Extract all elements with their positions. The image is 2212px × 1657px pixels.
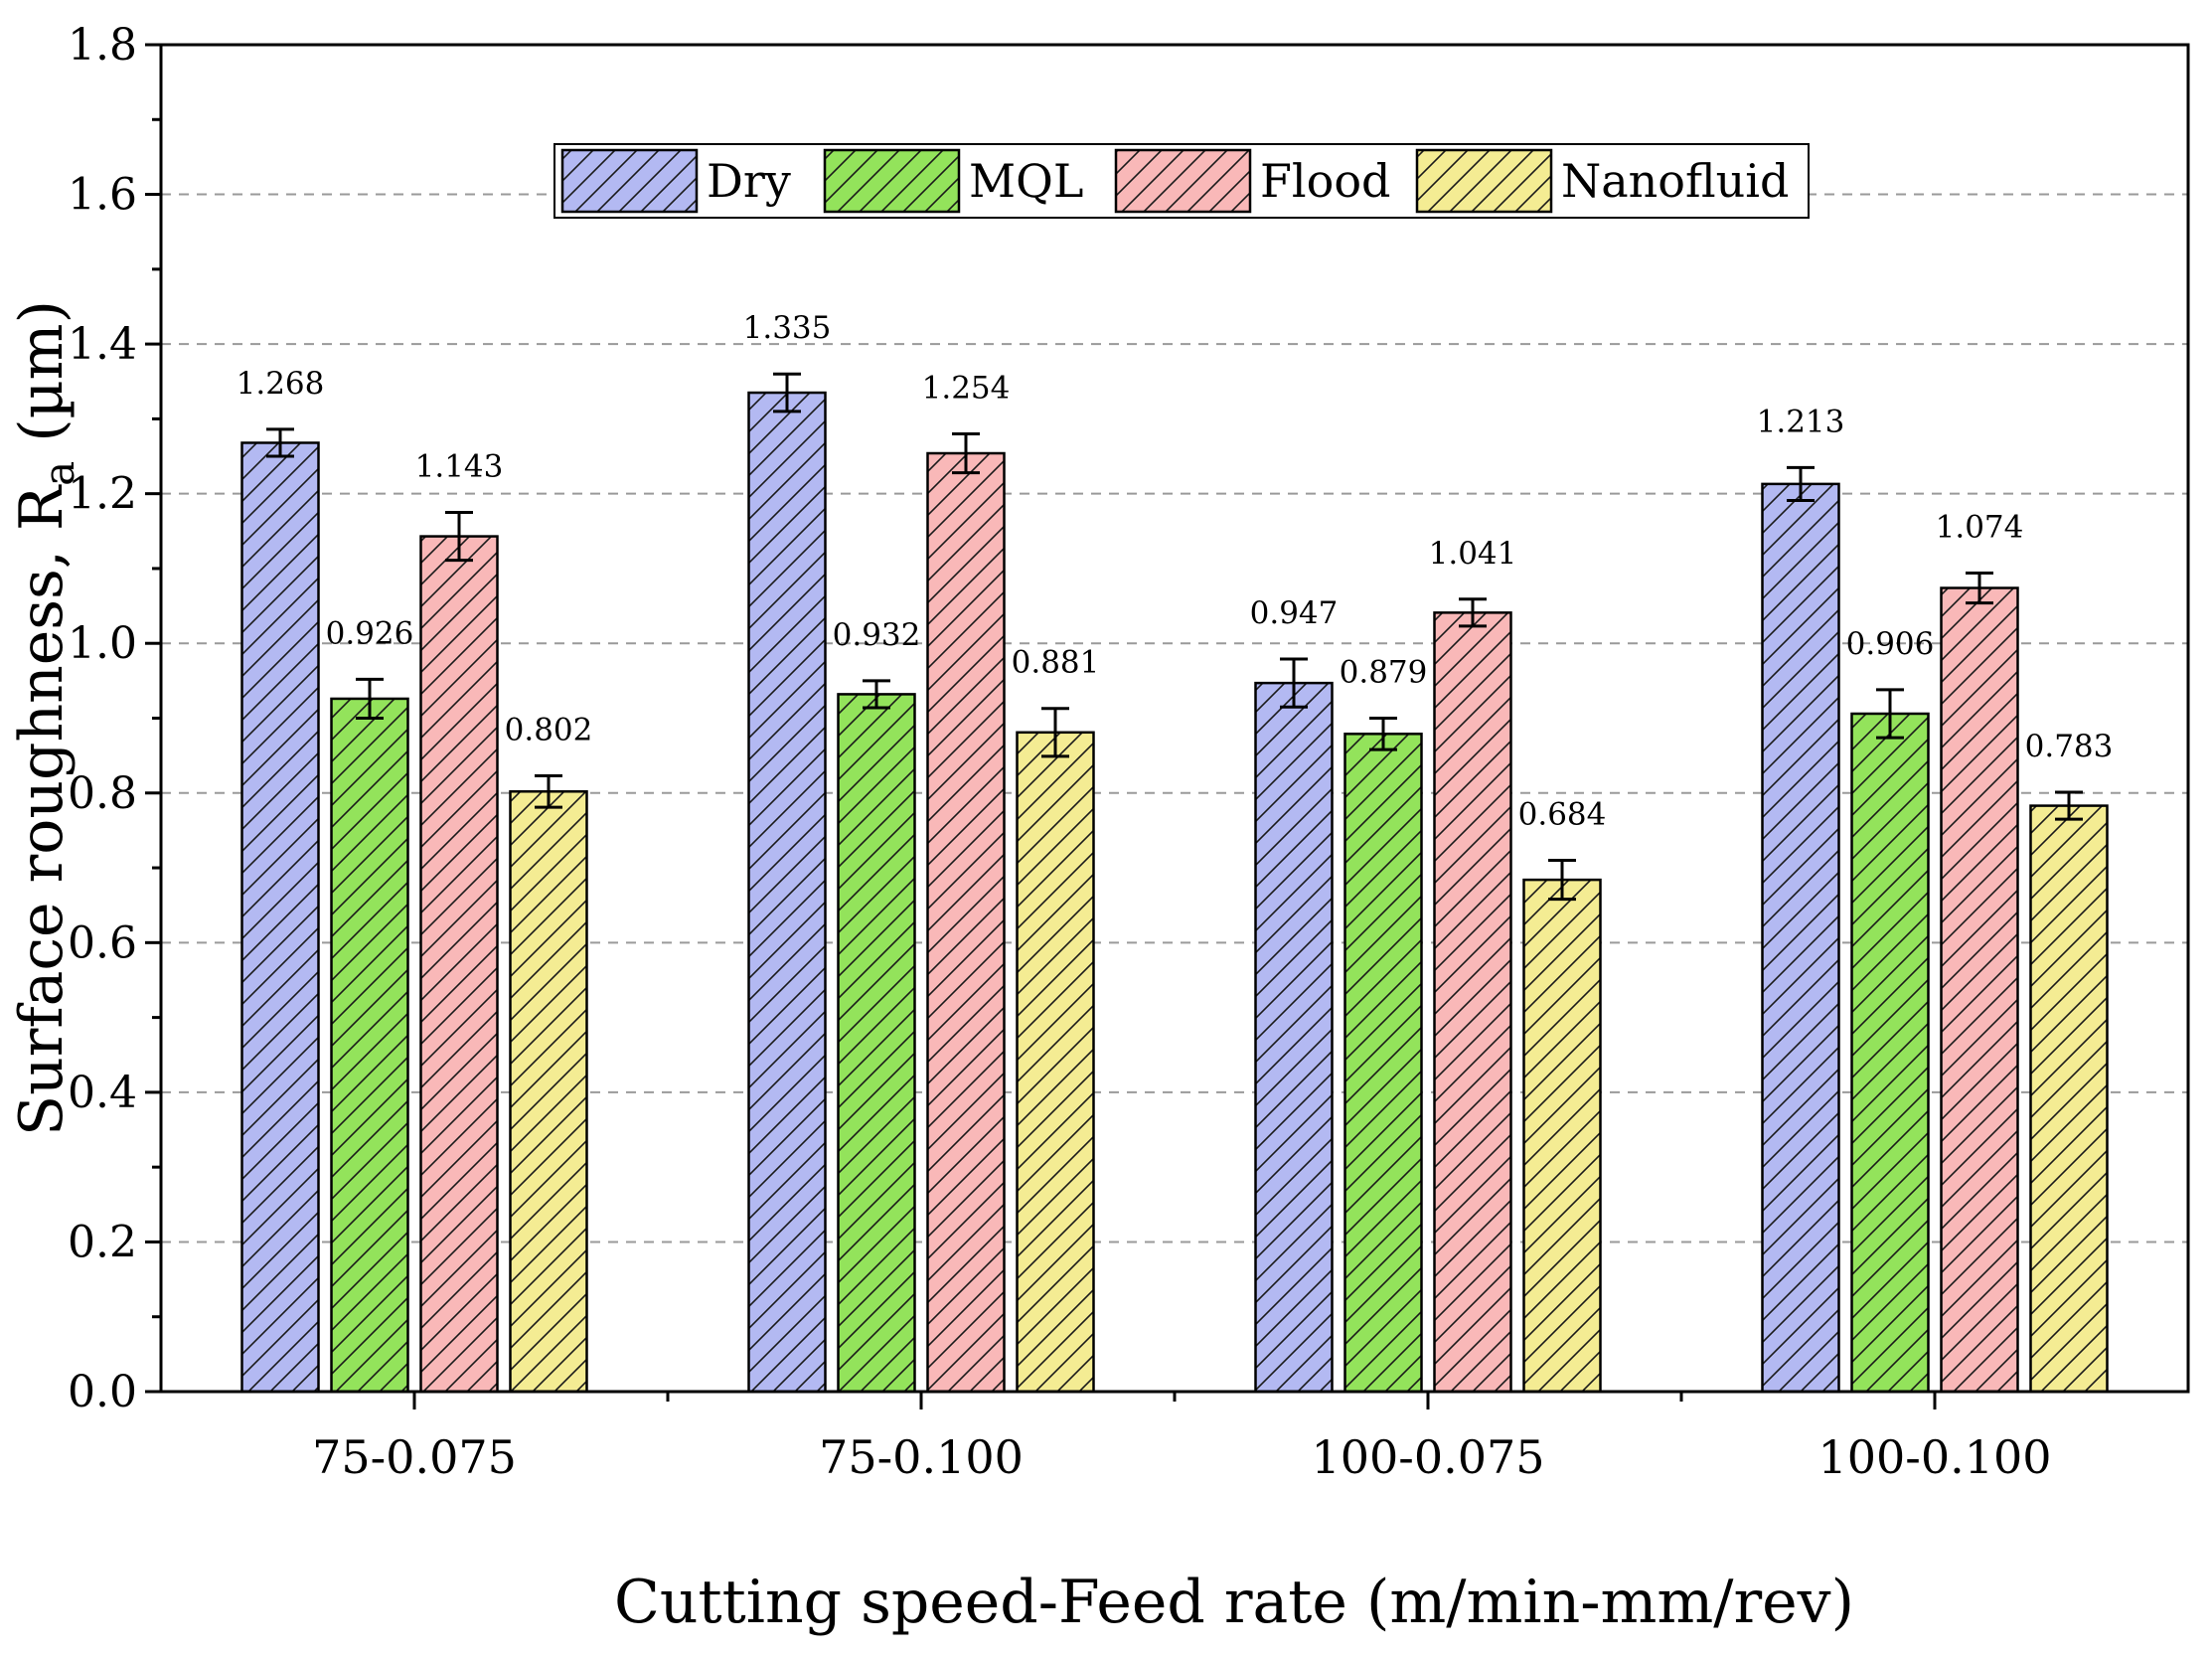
legend-swatch-flood	[1114, 148, 1252, 214]
bar-flood	[1433, 611, 1512, 1394]
bar-flood	[419, 535, 499, 1394]
bar-dry	[747, 391, 827, 1394]
error-bar	[1966, 571, 1993, 605]
error-bar	[952, 431, 980, 475]
data-label: 0.906	[1846, 626, 1935, 662]
y-tick-label: 0.0	[68, 1367, 137, 1417]
x-category-label: 100-0.100	[1817, 1430, 2051, 1484]
data-label: 1.074	[1936, 509, 2024, 545]
error-bar	[1548, 859, 1576, 902]
data-label: 0.947	[1250, 595, 1339, 631]
data-label: 1.268	[237, 366, 325, 402]
bar-flood	[1940, 586, 2019, 1394]
data-label: 1.213	[1757, 404, 1845, 439]
y-tick-label: 0.2	[68, 1217, 137, 1267]
error-bar	[1369, 717, 1397, 751]
error-bar	[1280, 657, 1308, 709]
bar-dry	[1761, 482, 1840, 1394]
error-bar	[535, 773, 562, 809]
data-label: 0.932	[833, 617, 921, 653]
legend-label-mql: MQL	[969, 154, 1083, 208]
grid-lines	[161, 193, 2188, 1243]
bars	[240, 372, 2109, 1394]
data-label: 1.254	[922, 370, 1011, 406]
bar-mql	[837, 693, 916, 1394]
bar-mql	[1343, 733, 1423, 1394]
error-bar	[445, 510, 473, 563]
legend-swatch-nanofluid	[1415, 148, 1553, 214]
data-label: 1.143	[415, 448, 504, 484]
error-bar	[356, 677, 384, 720]
y-tick-label: 0.8	[68, 768, 137, 819]
error-bar	[2055, 790, 2083, 821]
y-tick-label: 0.6	[68, 917, 137, 968]
data-label: 0.802	[505, 712, 593, 747]
bar-nanofluid	[1522, 878, 1602, 1394]
bar-dry	[240, 441, 320, 1394]
error-bar	[773, 372, 801, 414]
y-tick-label: 1.4	[68, 319, 137, 370]
bar-mql	[1850, 712, 1930, 1394]
data-label: 0.926	[326, 615, 414, 651]
y-axis-title-unit: (µm)	[7, 300, 77, 461]
x-axis-title: Cutting speed-Feed rate (m/min-mm/rev)	[614, 1568, 1854, 1637]
y-axis-title-main: Surface roughness, R	[7, 484, 77, 1136]
data-label: 0.684	[1518, 797, 1607, 833]
legend-label-nanofluid: Nanofluid	[1561, 154, 1789, 208]
y-axis-title: Surface roughness, Ra (µm)	[7, 300, 83, 1136]
x-category-label: 75-0.075	[312, 1430, 517, 1484]
legend-label-flood: Flood	[1260, 154, 1390, 208]
legend-label-dry: Dry	[707, 154, 791, 208]
x-category-label: 100-0.075	[1311, 1430, 1544, 1484]
legend: Dry MQL Flood Nanofluid	[553, 143, 1810, 219]
y-tick-label: 1.0	[68, 618, 137, 669]
data-label: 0.881	[1012, 645, 1100, 681]
y-tick-label: 0.4	[68, 1068, 137, 1118]
y-tick-label: 1.2	[68, 469, 137, 520]
error-bar	[266, 427, 294, 458]
error-bar	[1787, 465, 1815, 502]
data-label: 0.783	[2025, 729, 2114, 764]
x-category-label: 75-0.100	[819, 1430, 1024, 1484]
error-bar	[1876, 688, 1904, 740]
y-tick-label: 1.8	[68, 20, 137, 71]
bar-flood	[926, 451, 1006, 1394]
error-bar	[1459, 597, 1487, 628]
axes: 0.0 0.2 0.4 0.6 0.8 1.0 1.2 1.4 1.6 1.8 75-0.075 75…	[68, 20, 2052, 1484]
y-tick-label: 1.6	[68, 170, 137, 221]
error-bar	[863, 679, 890, 710]
bar-nanofluid	[2029, 804, 2109, 1394]
y-axis-title-subscript: a	[35, 461, 83, 486]
data-label: 0.879	[1340, 655, 1428, 691]
error-bar	[1041, 707, 1069, 758]
data-label: 1.041	[1429, 536, 1517, 572]
bar-nanofluid	[509, 790, 588, 1394]
bar-mql	[330, 697, 409, 1394]
data-labels: 1.268 1.335 0.947 1.213 0.926 0.932 0.879 0.906…	[237, 310, 2114, 832]
legend-swatch-dry	[560, 148, 699, 214]
data-label: 1.335	[743, 310, 832, 346]
bar-dry	[1254, 681, 1334, 1394]
bar-nanofluid	[1016, 731, 1095, 1394]
legend-swatch-mql	[823, 148, 961, 214]
